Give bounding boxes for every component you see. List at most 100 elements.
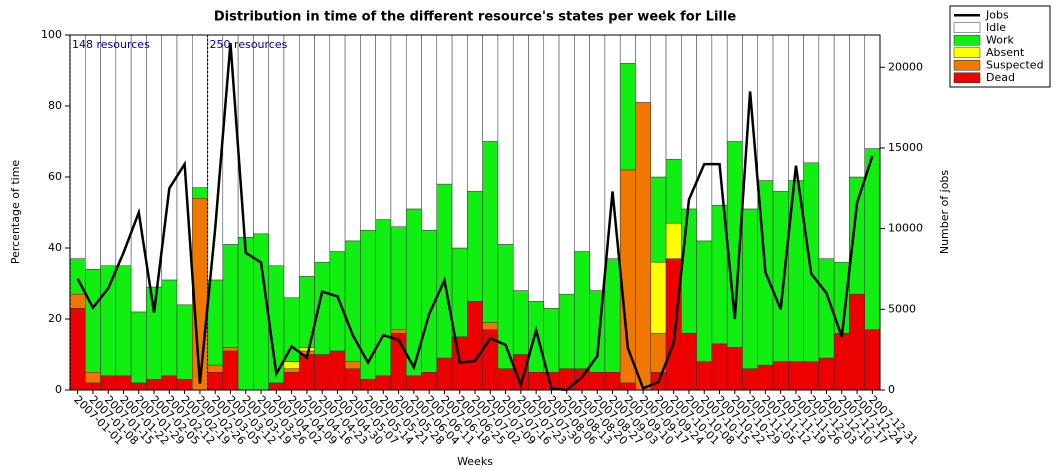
bar-segment — [360, 34, 376, 231]
bar-segment — [100, 375, 117, 391]
bar-segment — [497, 34, 514, 245]
bar-segment — [222, 347, 239, 352]
bar-segment — [619, 63, 636, 171]
bar-segment — [451, 34, 468, 249]
bar-segment — [619, 34, 636, 64]
bar-segment — [161, 375, 178, 391]
bar-segment — [375, 219, 392, 377]
bar-segment — [161, 279, 178, 377]
bar-segment — [742, 368, 758, 391]
bar-segment — [329, 251, 346, 352]
y-tick-label: 20 — [48, 312, 62, 325]
bar-segment — [803, 34, 820, 164]
bar-segment — [772, 361, 789, 391]
bar-segment — [329, 34, 346, 252]
bar-segment — [696, 361, 713, 391]
legend-swatch — [953, 60, 981, 71]
bar-segment — [864, 34, 881, 149]
bar-segment — [635, 34, 652, 103]
bar-segment — [146, 286, 162, 380]
legend-label: Dead — [986, 71, 1015, 84]
bar-segment — [375, 375, 392, 391]
bar-segment — [207, 364, 224, 373]
bar-segment — [604, 372, 621, 391]
bar-segment — [283, 361, 300, 369]
bar-segment — [115, 265, 132, 377]
bar-segment — [696, 240, 713, 362]
bar-segment — [314, 34, 331, 263]
bar-segment — [69, 308, 86, 391]
bar-segment — [100, 265, 117, 377]
bar-segment — [849, 176, 865, 295]
bar-segment — [146, 379, 162, 391]
bar-segment — [650, 176, 667, 263]
bar-segment — [130, 311, 147, 384]
bar-segment — [558, 34, 575, 295]
bar-segment — [222, 350, 239, 391]
bar-segment — [681, 332, 697, 391]
bar-segment — [803, 361, 820, 391]
bar-segment — [436, 357, 453, 391]
bar-segment — [405, 34, 422, 210]
bar-segment — [589, 34, 606, 291]
bar-segment — [650, 261, 667, 334]
bar-segment — [711, 343, 728, 391]
bar-segment — [390, 226, 407, 330]
y2-tick-label: 5000 — [888, 302, 916, 315]
bar-segment — [482, 141, 499, 323]
bar-segment — [130, 382, 147, 391]
bar-segment — [192, 34, 208, 188]
bar-segment — [604, 258, 621, 373]
bar-segment — [528, 34, 545, 302]
legend-swatch — [953, 72, 981, 83]
y2-tick-label: 20000 — [888, 60, 923, 73]
legend-label: Work — [986, 33, 1014, 46]
bar-segment — [85, 34, 101, 270]
bar-segment — [344, 34, 361, 242]
bar-segment — [390, 34, 407, 227]
annotation-label: 250 resources — [210, 38, 288, 51]
bar-segment — [146, 34, 162, 288]
legend-label: Suspected — [986, 58, 1044, 71]
bar-segment — [742, 208, 758, 369]
bar-segment — [421, 34, 438, 231]
bar-segment — [192, 187, 208, 199]
annotation-label: 148 resources — [72, 38, 150, 51]
y-tick-label: 80 — [48, 99, 62, 112]
bar-segment — [467, 301, 483, 391]
bar-segment — [467, 190, 483, 302]
bar-segment — [757, 34, 774, 181]
bar-segment — [528, 301, 545, 373]
bar-segment — [467, 34, 483, 192]
bar-segment — [69, 34, 86, 259]
bar-segment — [482, 322, 499, 330]
bar-segment — [864, 329, 881, 391]
bar-segment — [772, 34, 789, 192]
bar-segment — [665, 159, 682, 224]
bar-segment — [681, 34, 697, 210]
bar-segment — [497, 368, 514, 391]
bar-segment — [115, 34, 132, 266]
bar-segment — [405, 375, 422, 391]
bar-segment — [375, 34, 392, 220]
legend-swatch — [953, 22, 981, 33]
bar-segment — [788, 34, 804, 181]
bar-segment — [283, 297, 300, 362]
bar-segment — [100, 34, 117, 266]
bar-segment — [619, 382, 636, 391]
bar-segment — [711, 34, 728, 206]
bar-segment — [176, 304, 193, 380]
bar-segment — [757, 364, 774, 391]
bar-segment — [69, 293, 86, 309]
bar-segment — [726, 347, 743, 391]
bar-segment — [344, 361, 361, 369]
bar-segment — [268, 382, 285, 391]
bar-segment — [574, 34, 590, 252]
bar-segment — [589, 372, 606, 391]
bar-segment — [665, 258, 682, 391]
bar-segment — [298, 354, 315, 391]
bar-segment — [298, 34, 315, 277]
bar-segment — [574, 251, 590, 369]
bar-segment — [421, 372, 438, 391]
y2-tick-label: 0 — [888, 383, 895, 396]
